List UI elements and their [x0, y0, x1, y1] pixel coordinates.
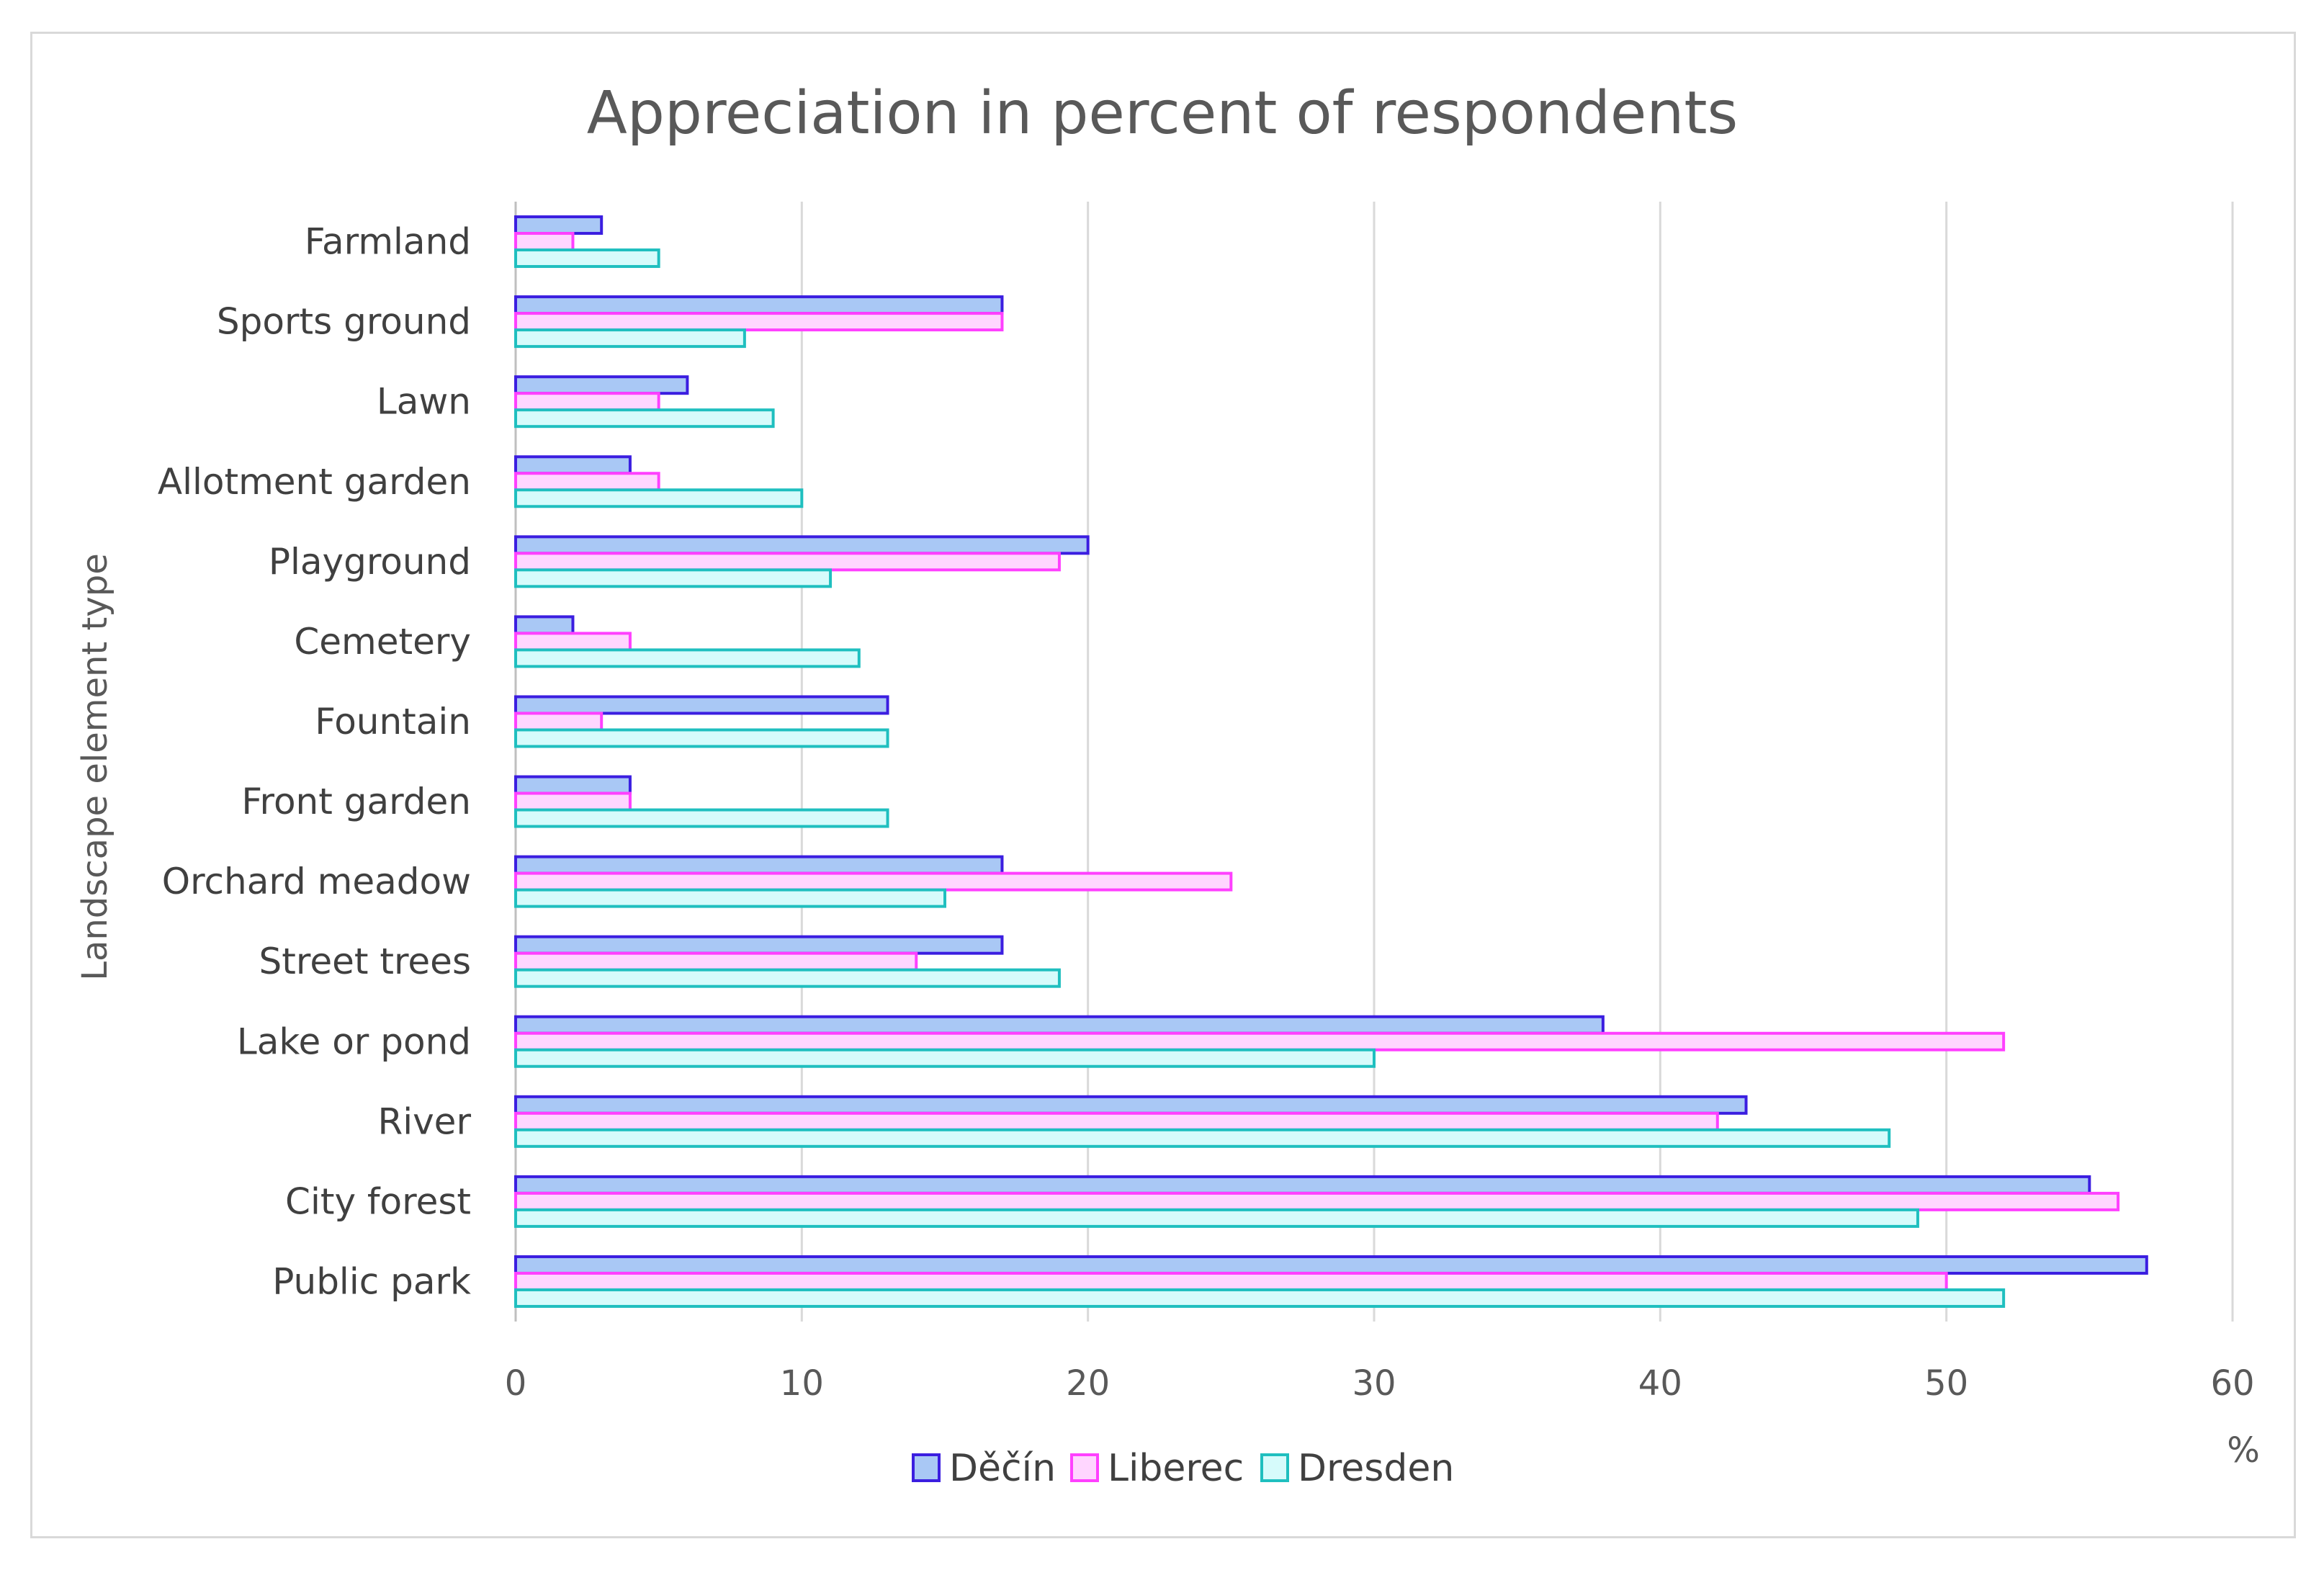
bar: [514, 375, 689, 395]
bar: [514, 552, 1061, 572]
bar: [514, 951, 918, 972]
bar: [514, 455, 632, 475]
bar: [514, 855, 1004, 875]
x-tick-label: 0: [505, 1363, 527, 1404]
bar: [514, 312, 1004, 332]
legend-label: Dresden: [1298, 1447, 1454, 1490]
bar: [514, 232, 575, 252]
x-tick-label: 30: [1352, 1363, 1396, 1404]
category-label: Street trees: [259, 941, 471, 982]
category-label: Sports ground: [217, 301, 471, 343]
bar: [514, 808, 889, 828]
category-label: Lawn: [377, 381, 471, 423]
chart-title: Appreciation in percent of respondents: [587, 79, 1738, 148]
category-label: Cemetery: [294, 621, 471, 663]
bar: [514, 935, 1004, 955]
category-labels: Farmland Sports ground Lawn Allotment garde…: [158, 221, 472, 1303]
x-tick-label: 10: [780, 1363, 824, 1404]
category-label: Lake or pond: [237, 1020, 471, 1062]
bar: [514, 1191, 2120, 1211]
category-label: Public park: [272, 1260, 471, 1302]
category-label: City forest: [285, 1180, 471, 1222]
bar: [514, 728, 889, 748]
legend-swatch: [1260, 1453, 1289, 1482]
bar: [514, 488, 804, 508]
category-label: Front garden: [241, 781, 471, 822]
y-axis-label: Landscape element type: [75, 553, 115, 981]
category-label: Playground: [269, 541, 471, 583]
bar: [514, 615, 575, 635]
category-label: Fountain: [315, 701, 471, 743]
bar: [514, 775, 632, 795]
bar: [514, 791, 632, 812]
x-tick-label: 50: [1924, 1363, 1968, 1404]
bar: [514, 1048, 1376, 1068]
bar: [514, 328, 746, 349]
bar: [514, 695, 889, 715]
x-axis-label: %: [2227, 1430, 2260, 1471]
bar: [514, 1288, 2006, 1308]
bar: [514, 871, 1233, 892]
category-label: River: [377, 1100, 471, 1142]
bar: [514, 1175, 2091, 1195]
bars: [514, 215, 2148, 1308]
legend-swatch: [912, 1453, 941, 1482]
bar: [514, 1208, 1919, 1228]
bar: [514, 408, 775, 429]
bar: [514, 888, 946, 908]
bar: [514, 632, 632, 652]
bar: [514, 1015, 1605, 1035]
x-tick-label: 40: [1638, 1363, 1682, 1404]
bar: [514, 712, 604, 732]
legend-swatch: [1070, 1453, 1099, 1482]
x-tick-label: 20: [1066, 1363, 1110, 1404]
category-label: Farmland: [305, 221, 471, 263]
bar: [514, 1255, 2148, 1275]
bar: [514, 295, 1004, 315]
bar: [514, 1271, 1948, 1291]
bar: [514, 1031, 2006, 1051]
x-tick-label: 60: [2210, 1363, 2254, 1404]
bar: [514, 1128, 1891, 1148]
category-label: Allotment garden: [158, 461, 471, 503]
bar: [514, 568, 833, 588]
bar: [514, 472, 660, 492]
bar: [514, 248, 660, 269]
category-label: Orchard meadow: [162, 861, 471, 902]
bar: [514, 1111, 1719, 1131]
legend-label: Liberec: [1108, 1447, 1244, 1490]
bar: [514, 1095, 1748, 1115]
x-tick-labels: 0 10 20 30 40 50 60: [505, 1363, 2255, 1404]
legend: Děčín Liberec Dresden: [912, 1447, 1454, 1490]
legend-label: Děčín: [949, 1447, 1056, 1490]
bar: [514, 215, 604, 236]
bar: [514, 535, 1090, 555]
gridlines: [514, 202, 2234, 1322]
bar: [514, 968, 1061, 988]
bar: [514, 392, 660, 412]
bar: [514, 648, 861, 668]
